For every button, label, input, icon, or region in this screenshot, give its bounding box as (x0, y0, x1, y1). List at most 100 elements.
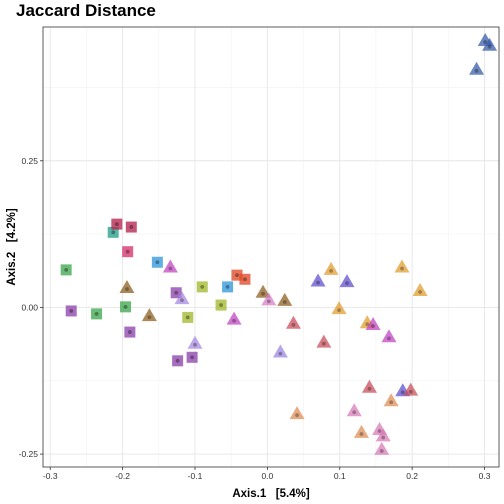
triangle-point (255, 284, 271, 298)
point-center-dot (278, 351, 283, 356)
square-marker (215, 299, 227, 311)
point-center-dot (387, 336, 391, 341)
x-tick-label: -0.1 (188, 471, 203, 481)
triangle-marker (339, 274, 355, 288)
y-axis-label: Axis.2 [4.2%] (6, 208, 18, 286)
point-center-dot (295, 413, 299, 418)
triangle-marker (187, 335, 203, 349)
square-point (91, 308, 103, 320)
square-point (172, 355, 184, 367)
point-center-dot (168, 266, 173, 271)
triangle-marker (412, 282, 428, 296)
triangle-point (323, 261, 339, 275)
point-center-dot (190, 355, 195, 360)
triangle-point (119, 280, 135, 294)
x-tick-label: 0.0 (261, 471, 273, 481)
point-center-dot (379, 449, 384, 453)
triangle-marker (226, 311, 242, 325)
point-center-dot (129, 225, 134, 229)
point-center-dot (155, 260, 160, 265)
square-point (196, 281, 208, 293)
x-tick-label: 0.3 (479, 471, 491, 481)
x-axis-label: Axis.1 [5.4%] (232, 488, 310, 500)
point-center-dot (474, 68, 479, 73)
point-center-dot (337, 308, 341, 313)
square-point (120, 301, 132, 313)
y-tick-label: -0.25 (19, 449, 39, 459)
triangle-point (316, 334, 332, 348)
triangle-point (469, 61, 485, 75)
triangle-point (277, 292, 293, 306)
y-tick-label: 0.00 (21, 302, 38, 312)
triangle-marker (174, 291, 190, 305)
triangle-marker (469, 61, 485, 75)
square-point (60, 264, 72, 276)
x-tick-label: 0.1 (334, 471, 346, 481)
square-point (65, 305, 77, 317)
point-center-dot (235, 273, 239, 278)
triangle-marker (365, 316, 381, 330)
triangle-point (310, 273, 326, 287)
square-marker (91, 308, 103, 320)
triangle-point (381, 329, 397, 343)
square-point (239, 273, 251, 285)
triangle-point (272, 344, 288, 358)
point-center-dot (243, 277, 247, 282)
square-marker (222, 281, 234, 293)
point-center-dot (345, 281, 349, 286)
point-center-dot (400, 266, 404, 271)
triangle-marker (141, 308, 157, 322)
triangle-marker (374, 441, 390, 455)
triangle-point (285, 315, 301, 329)
axis-ticks: -0.3 -0.2 -0.1 0.0 0.1 0.2 0.3 -0.25 0.00 0.25 (19, 156, 491, 481)
triangle-point (365, 316, 381, 330)
x-tick-label: -0.2 (115, 471, 130, 481)
square-marker (151, 256, 163, 268)
triangle-marker (361, 379, 377, 393)
plot-border (42, 26, 500, 468)
triangle-point (482, 37, 498, 51)
data-points (60, 33, 498, 455)
point-center-dot (111, 230, 116, 235)
square-point (186, 351, 198, 363)
triangle-point (187, 335, 203, 349)
point-center-dot (200, 284, 205, 289)
point-center-dot (408, 389, 413, 394)
triangle-marker (323, 261, 339, 275)
triangle-marker (346, 403, 362, 417)
chart-title: Jaccard Distance (16, 1, 156, 20)
triangle-marker (255, 284, 271, 298)
triangle-marker (482, 37, 498, 51)
square-marker (172, 355, 184, 367)
point-center-dot (266, 299, 271, 304)
point-center-dot (291, 322, 296, 327)
point-center-dot (127, 330, 132, 334)
triangle-marker (277, 292, 293, 306)
point-center-dot (180, 298, 184, 303)
point-center-dot (147, 315, 152, 320)
triangle-point (162, 259, 178, 273)
point-center-dot (225, 284, 230, 289)
square-point (151, 256, 163, 268)
triangle-point (339, 274, 355, 288)
point-center-dot (483, 40, 488, 44)
triangle-point (226, 311, 242, 325)
square-marker (111, 218, 123, 230)
triangle-point (346, 403, 362, 417)
triangle-marker (285, 315, 301, 329)
point-center-dot (219, 303, 223, 307)
square-marker (239, 273, 251, 285)
triangle-marker (289, 406, 305, 420)
triangle-point (412, 282, 428, 296)
square-marker (231, 269, 243, 281)
point-center-dot (367, 386, 372, 391)
triangle-point (403, 382, 419, 396)
point-center-dot (69, 309, 74, 313)
point-center-dot (125, 249, 130, 254)
square-marker (122, 246, 134, 258)
point-center-dot (321, 341, 326, 346)
point-center-dot (316, 280, 320, 285)
triangle-marker (261, 292, 277, 306)
triangle-marker (375, 428, 391, 442)
point-center-dot (282, 300, 287, 304)
